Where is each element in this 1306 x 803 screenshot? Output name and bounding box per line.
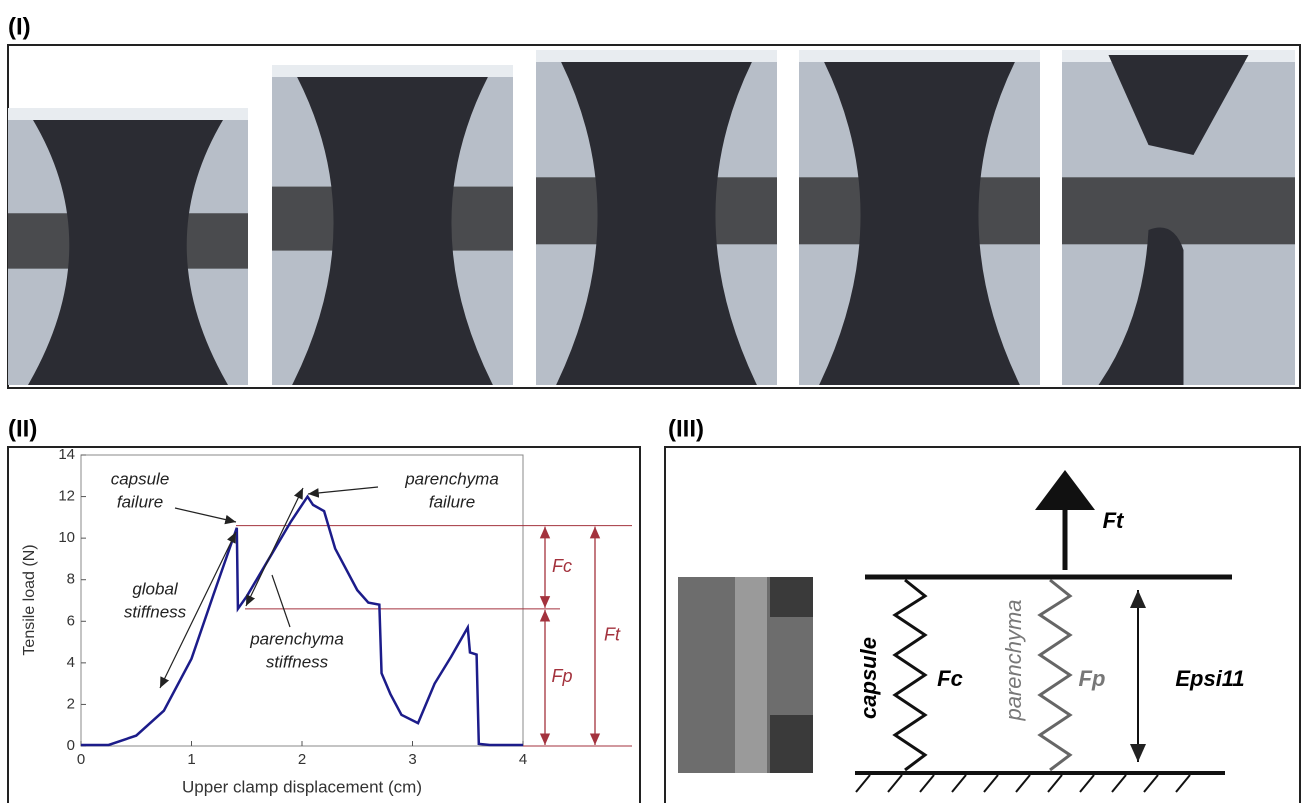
x-tick-label: 2 — [298, 751, 306, 768]
annotation: capsule — [111, 469, 170, 488]
parenchyma-label: parenchyma — [1001, 599, 1026, 721]
annotation: parenchyma — [404, 469, 499, 488]
panel-label: (I) — [8, 13, 31, 40]
hatch-line — [887, 774, 903, 793]
panel-frame — [7, 446, 641, 803]
force-label: Fc — [552, 556, 572, 576]
specimen-photo-part — [770, 715, 813, 773]
x-axis-label: Upper clamp displacement (cm) — [182, 777, 422, 796]
photo-clamp-gap — [1062, 177, 1295, 245]
x-tick-label: 1 — [187, 751, 195, 768]
annotation-arrow — [159, 531, 237, 689]
x-tick-label: 0 — [77, 751, 85, 768]
specimen-photo-part — [735, 577, 767, 773]
panel-frame — [664, 446, 1301, 803]
specimen — [1098, 227, 1184, 385]
specimen — [556, 62, 757, 385]
annotation: parenchyma — [249, 629, 344, 648]
y-axis-label: Tensile load (N) — [21, 544, 38, 655]
hatch-line — [1175, 774, 1191, 793]
y-tick-label: 10 — [58, 529, 75, 546]
hatch-line — [983, 774, 999, 793]
capsule-label: capsule — [856, 637, 881, 719]
capsule-spring — [892, 578, 928, 772]
specimen-photo-part — [770, 577, 813, 617]
annotation-arrow — [307, 486, 379, 498]
parenchyma-force: Fp — [1079, 666, 1106, 691]
chart: Upper clamp displacement (cm) Tensile lo… — [21, 446, 632, 796]
annotation: stiffness — [266, 652, 329, 671]
hatch-line — [1143, 774, 1159, 793]
y-tick-label: 4 — [67, 654, 75, 671]
hatch-line — [855, 774, 871, 793]
hatch-line — [1047, 774, 1063, 793]
annotation: stiffness — [124, 602, 187, 621]
annotation: global — [132, 579, 179, 598]
parenchyma-spring — [1037, 578, 1073, 772]
specimen — [819, 62, 1020, 385]
hatch-line — [1079, 774, 1095, 793]
hatch-line — [951, 774, 967, 793]
x-tick-label: 4 — [519, 751, 527, 768]
photo-strip — [8, 50, 1295, 385]
specimen — [28, 120, 228, 385]
y-tick-label: 6 — [67, 612, 75, 629]
hatch-line — [1015, 774, 1031, 793]
annotation-arrow — [174, 507, 237, 525]
y-tick-label: 14 — [58, 446, 75, 463]
panel-label: (III) — [668, 415, 704, 442]
photo-top — [536, 50, 777, 62]
y-tick-label: 12 — [58, 488, 75, 505]
hatch-line — [1111, 774, 1127, 793]
photo-top — [799, 50, 1040, 62]
y-tick-label: 0 — [67, 737, 75, 754]
hatch-line — [919, 774, 935, 793]
force-label: Fp — [551, 666, 572, 686]
ground-hatch — [855, 774, 1191, 793]
panel-label: (II) — [8, 415, 37, 442]
force-label: Ft — [1103, 508, 1125, 533]
diagram: Ft capsule Fc parenchyma Fp Epsi11 — [678, 470, 1245, 793]
photo-top — [272, 65, 513, 77]
specimen — [1108, 55, 1249, 155]
annotation-arrow — [245, 487, 304, 607]
annotation: failure — [117, 492, 163, 511]
y-tick-label: 2 — [67, 695, 75, 712]
y-tick-label: 8 — [67, 571, 75, 588]
annotation-leader — [271, 574, 291, 628]
specimen — [292, 77, 493, 385]
capsule-force: Fc — [937, 666, 963, 691]
photo-top — [8, 108, 248, 120]
annotation: failure — [429, 492, 475, 511]
force-label: Ft — [604, 625, 621, 645]
x-tick-label: 3 — [408, 751, 416, 768]
strain-label: Epsi11 — [1175, 666, 1244, 691]
